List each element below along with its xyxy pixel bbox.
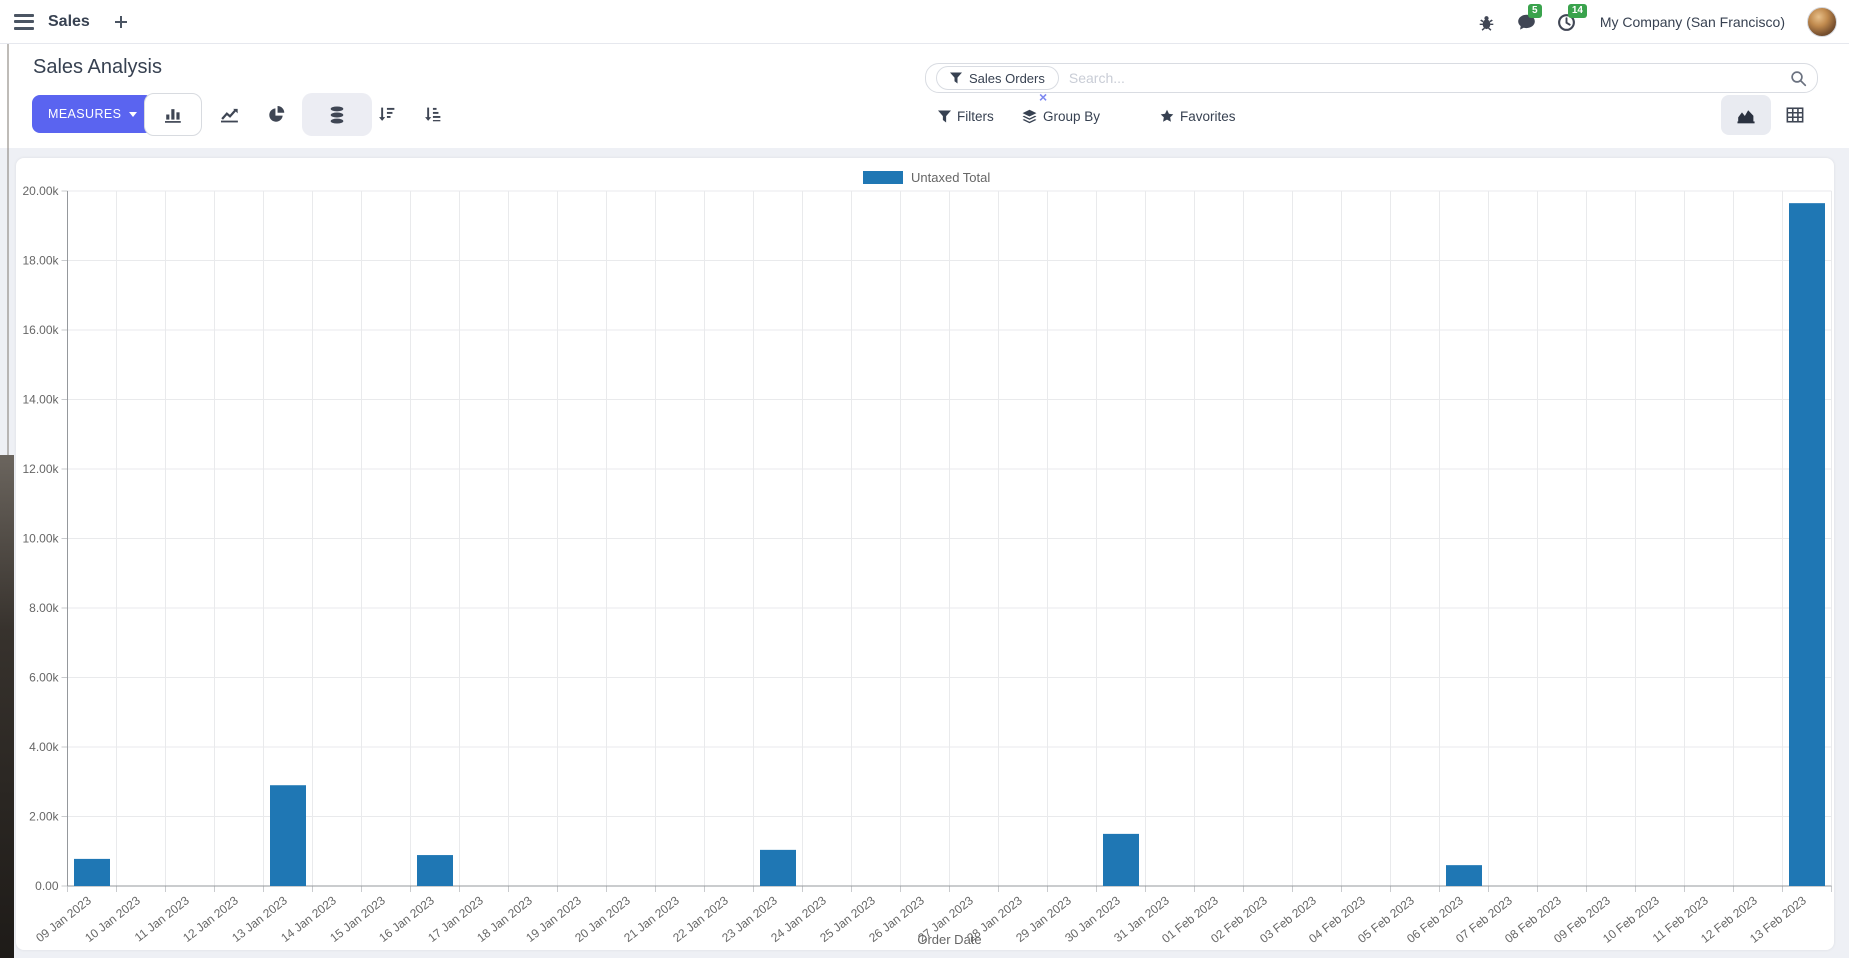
activities-clock-icon[interactable]: 14	[1556, 4, 1587, 33]
x-axis-title: Order Date	[917, 932, 981, 947]
measures-button[interactable]: MEASURES	[32, 95, 154, 133]
debug-bug-icon[interactable]	[1476, 11, 1498, 33]
group-by-label: Group By	[1043, 108, 1101, 124]
search-input[interactable]	[1068, 70, 1780, 86]
measures-button-label: MEASURES	[48, 107, 122, 121]
sort-descending-icon	[378, 107, 394, 121]
search-facet-label: Sales Orders	[969, 70, 1045, 86]
bar-23-Jan-2023[interactable]	[760, 849, 796, 886]
bar-13-Feb-2023[interactable]	[1789, 203, 1825, 887]
pie-chart-icon	[268, 106, 284, 122]
page-title: Sales Analysis	[33, 56, 162, 78]
bar-16-Jan-2023[interactable]	[417, 855, 453, 886]
company-switcher[interactable]: My Company (San Francisco)	[1599, 14, 1785, 30]
sales-analysis-chart-card: 0.00 2.00k 4.00k 6.00k 8.00k 10.00k 12.00k 14.0…	[16, 158, 1834, 950]
stacked-database-icon	[330, 105, 344, 124]
graph-view-switch-button[interactable]	[1721, 95, 1771, 135]
pivot-grid-icon	[1786, 107, 1804, 123]
stacked-toggle-button[interactable]	[302, 93, 372, 136]
filter-funnel-icon	[950, 72, 962, 84]
search-bar[interactable]: Sales Orders ×	[925, 63, 1818, 104]
sort-ascending-icon	[424, 107, 440, 122]
window-edge-line	[7, 44, 9, 455]
top-navbar: Sales 5 14	[0, 0, 1849, 44]
bar-chart-view-button[interactable]	[144, 93, 202, 136]
area-chart-icon	[1736, 109, 1755, 123]
favorites-label: Favorites	[1180, 108, 1236, 124]
search-facet-sales-orders[interactable]: Sales Orders	[936, 66, 1059, 90]
bar-13-Jan-2023[interactable]	[270, 785, 306, 886]
y-axis-label: 16.00k	[22, 323, 59, 337]
y-axis-label: 14.00k	[22, 393, 59, 407]
user-avatar[interactable]	[1807, 7, 1837, 37]
control-panel: Sales Analysis MEASURES	[0, 44, 1849, 148]
legend-swatch[interactable]	[863, 171, 903, 184]
group-by-dropdown[interactable]: Group By	[1022, 103, 1100, 129]
y-axis-label: 10.00k	[22, 532, 59, 546]
app-name[interactable]: Sales	[48, 12, 90, 30]
y-axis-label: 4.00k	[29, 740, 59, 754]
line-chart-view-button[interactable]	[208, 93, 252, 136]
star-icon	[1160, 109, 1174, 122]
y-axis-label: 2.00k	[29, 810, 59, 824]
window-edge-sliver	[0, 455, 14, 958]
filter-funnel-icon	[938, 110, 951, 122]
favorites-dropdown[interactable]: Favorites	[1160, 103, 1236, 129]
y-axis-label: 6.00k	[29, 671, 59, 685]
bar-chart-icon	[164, 109, 181, 123]
y-axis-label: 18.00k	[22, 254, 59, 268]
y-axis-label: 20.00k	[22, 184, 59, 198]
line-chart-icon	[221, 108, 238, 122]
layers-icon	[1022, 109, 1037, 123]
plus-icon[interactable]	[114, 15, 128, 29]
y-axis-label: 12.00k	[22, 462, 59, 476]
messages-icon[interactable]: 5	[1516, 4, 1542, 33]
messages-count-badge: 5	[1527, 4, 1542, 18]
sort-descending-button[interactable]	[366, 93, 406, 136]
sort-ascending-button[interactable]	[412, 93, 452, 136]
filters-dropdown[interactable]: Filters	[938, 103, 994, 129]
activities-count-badge: 14	[1567, 4, 1587, 18]
bar-chart: 0.00 2.00k 4.00k 6.00k 8.00k 10.00k 12.00k 14.0…	[22, 170, 1832, 947]
bar-30-Jan-2023[interactable]	[1103, 833, 1139, 886]
y-axis-label: 8.00k	[29, 601, 59, 615]
search-icon[interactable]	[1790, 70, 1807, 87]
bar-06-Feb-2023[interactable]	[1446, 865, 1482, 886]
pie-chart-view-button[interactable]	[254, 93, 298, 136]
apps-menu-icon[interactable]	[14, 13, 34, 30]
bar-09-Jan-2023[interactable]	[74, 858, 110, 886]
filters-label: Filters	[957, 108, 994, 124]
chevron-down-icon	[129, 111, 138, 117]
pivot-view-switch-button[interactable]	[1773, 95, 1817, 135]
facet-remove-icon[interactable]: ×	[1039, 89, 1048, 105]
y-axis-label: 0.00	[35, 879, 59, 893]
legend-label[interactable]: Untaxed Total	[911, 170, 990, 185]
